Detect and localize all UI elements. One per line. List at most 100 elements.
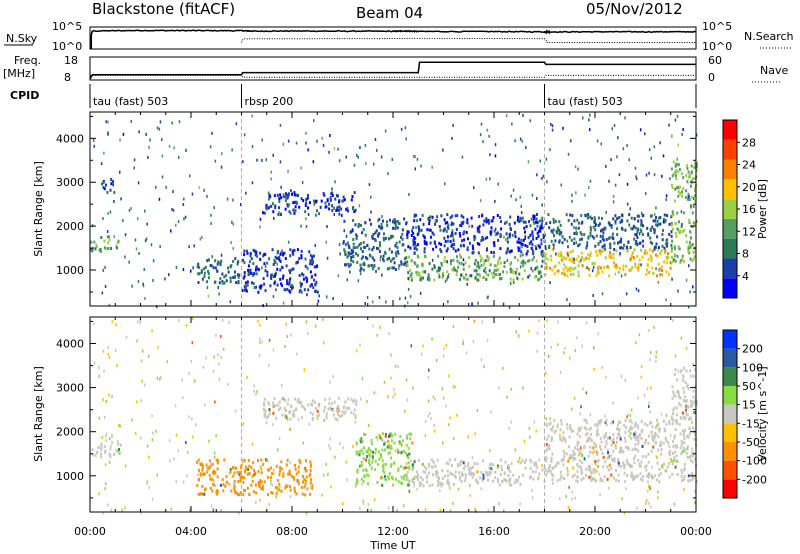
- heatmap-cell: [294, 467, 297, 471]
- heatmap-cell: [297, 482, 300, 486]
- heatmap-cell: [394, 223, 397, 227]
- heatmap-cell: [262, 277, 265, 281]
- heatmap-noise-cell: [663, 427, 666, 431]
- heatmap-cell: [468, 241, 471, 245]
- heatmap-noise-cell: [617, 136, 619, 140]
- heatmap-cell: [268, 194, 271, 198]
- heatmap-cell: [278, 482, 281, 486]
- heatmap-cell: [459, 460, 462, 464]
- beam-title: Beam 04: [356, 4, 423, 22]
- heatmap-noise-cell: [131, 418, 133, 422]
- heatmap-noise-cell: [527, 160, 530, 164]
- heatmap-cell: [401, 228, 404, 232]
- heatmap-noise-cell: [598, 472, 601, 476]
- heatmap-cell: [521, 216, 524, 220]
- velocity-cells: [91, 317, 698, 515]
- heatmap-cell: [524, 244, 527, 247]
- heatmap-cell: [201, 485, 204, 488]
- heatmap-noise-cell: [121, 508, 123, 512]
- heatmap-cell: [304, 493, 307, 497]
- heatmap-cell: [251, 474, 254, 478]
- heatmap-cell: [283, 406, 286, 410]
- heatmap-cell: [653, 474, 656, 478]
- heatmap-noise-cell: [152, 259, 155, 263]
- heatmap-cell: [462, 220, 465, 224]
- heatmap-noise-cell: [535, 429, 537, 433]
- heatmap-cell: [593, 220, 596, 224]
- heatmap-cell: [675, 169, 677, 172]
- heatmap-cell: [291, 475, 294, 479]
- heatmap-noise-cell: [669, 177, 671, 181]
- heatmap-cell: [571, 259, 574, 263]
- heatmap-cell: [259, 251, 262, 255]
- heatmap-cell: [570, 272, 572, 276]
- heatmap-noise-cell: [101, 436, 103, 439]
- station-title: Blackstone (fitACF): [92, 0, 235, 18]
- heatmap-cell: [234, 274, 237, 278]
- heatmap-noise-cell: [634, 233, 636, 237]
- heatmap-cell: [476, 226, 479, 230]
- heatmap-noise-cell: [352, 444, 354, 448]
- heatmap-cell: [247, 459, 250, 462]
- heatmap-cell: [314, 273, 317, 277]
- heatmap-cell: [372, 246, 375, 249]
- heatmap-cell: [668, 420, 671, 424]
- heatmap-cell: [331, 194, 334, 197]
- heatmap-cell: [687, 387, 690, 391]
- heatmap-cell: [289, 254, 292, 258]
- heatmap-noise-cell: [308, 422, 311, 426]
- heatmap-cell: [391, 220, 394, 224]
- heatmap-cell: [630, 473, 633, 477]
- heatmap-cell: [581, 264, 584, 268]
- heatmap-cell: [544, 273, 547, 277]
- heatmap-noise-cell: [685, 278, 688, 282]
- heatmap-noise-cell: [306, 293, 308, 297]
- heatmap-cell: [118, 448, 120, 451]
- heatmap-cell: [234, 257, 237, 261]
- heatmap-cell: [381, 459, 384, 463]
- heatmap-cell: [484, 270, 487, 274]
- heatmap-cell: [576, 463, 579, 466]
- heatmap-cell: [465, 277, 467, 281]
- heatmap-cell: [670, 167, 673, 171]
- heatmap-cell: [566, 426, 569, 430]
- heatmap-cell: [247, 272, 250, 276]
- heatmap-cell: [616, 427, 618, 431]
- heatmap-cell: [408, 483, 411, 487]
- heatmap-noise-cell: [431, 165, 433, 169]
- heatmap-noise-cell: [424, 419, 427, 423]
- heatmap-cell: [647, 460, 650, 464]
- heatmap-cell: [214, 471, 217, 474]
- heatmap-noise-cell: [519, 265, 522, 269]
- heatmap-cell: [398, 264, 401, 268]
- heatmap-cell: [271, 202, 274, 206]
- heatmap-cell: [338, 200, 341, 204]
- heatmap-cell: [647, 452, 650, 456]
- heatmap-cell: [692, 400, 695, 404]
- heatmap-noise-cell: [104, 265, 106, 269]
- heatmap-cell: [676, 186, 679, 190]
- heatmap-noise-cell: [648, 401, 650, 405]
- heatmap-cell: [570, 427, 573, 431]
- heatmap-cell: [441, 482, 444, 486]
- heatmap-cell: [524, 220, 527, 224]
- heatmap-cell: [278, 258, 281, 262]
- heatmap-cell: [286, 402, 289, 406]
- heatmap-cell: [364, 468, 367, 472]
- heatmap-cell: [363, 446, 365, 450]
- heatmap-noise-cell: [694, 501, 696, 505]
- heatmap-noise-cell: [323, 419, 325, 422]
- heatmap-cell: [464, 473, 467, 477]
- heatmap-noise-cell: [337, 274, 340, 278]
- heatmap-cell: [589, 234, 592, 238]
- heatmap-cell: [484, 259, 487, 262]
- colorbar-tick-label: 100: [742, 361, 763, 374]
- heatmap-cell: [394, 220, 397, 223]
- heatmap-cell: [440, 484, 443, 488]
- heatmap-cell: [390, 439, 393, 443]
- heatmap-noise-cell: [124, 233, 127, 237]
- heatmap-cell: [518, 272, 521, 276]
- heatmap-cell: [215, 490, 218, 494]
- heatmap-cell: [482, 276, 485, 280]
- heatmap-cell: [207, 270, 210, 273]
